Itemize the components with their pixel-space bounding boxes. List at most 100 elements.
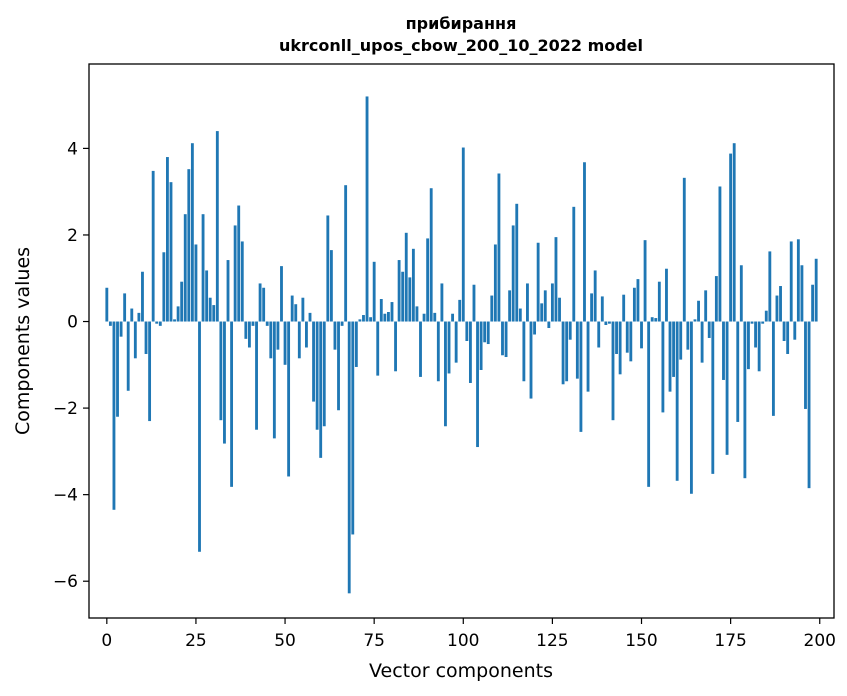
bar-109 (493, 244, 497, 322)
bar-70 (354, 321, 358, 367)
bar-15 (158, 321, 162, 326)
bar-33 (223, 321, 226, 444)
bar-144 (618, 321, 622, 375)
bar-147 (629, 321, 633, 362)
bar-1 (108, 321, 112, 326)
bar-52 (290, 295, 294, 322)
bar-34 (226, 260, 230, 322)
bar-187 (771, 321, 775, 416)
bar-118 (526, 283, 529, 322)
bar-2 (112, 321, 116, 510)
bar-181 (750, 321, 754, 324)
bar-146 (625, 321, 629, 353)
bar-153 (650, 317, 654, 322)
bar-80 (390, 302, 394, 322)
bar-162 (682, 177, 686, 322)
bar-39 (244, 321, 248, 339)
bar-40 (247, 321, 251, 348)
bar-46 (269, 321, 273, 359)
bar-8 (133, 321, 137, 359)
bar-137 (593, 270, 597, 322)
bar-177 (736, 321, 740, 422)
bar-93 (436, 321, 440, 382)
bar-121 (536, 242, 540, 322)
bar-41 (251, 321, 255, 326)
y-tick-label: 0 (67, 313, 78, 333)
bar-192 (789, 241, 793, 322)
bar-154 (654, 318, 658, 322)
x-tick-label: 75 (363, 631, 385, 651)
bar-18 (169, 182, 173, 322)
bar-167 (700, 321, 704, 363)
bar-91 (429, 188, 433, 322)
bar-63 (329, 250, 333, 322)
bar-48 (276, 321, 280, 350)
bar-185 (764, 310, 768, 322)
bar-6 (126, 321, 130, 391)
bar-115 (515, 203, 519, 322)
bar-98 (454, 321, 458, 363)
bar-128 (561, 321, 565, 385)
bar-85 (408, 277, 412, 322)
bar-178 (739, 265, 743, 322)
bar-90 (426, 238, 430, 322)
bar-55 (301, 297, 305, 322)
y-axis: −6 −4 −2 0 2 4 (53, 139, 89, 592)
bar-13 (151, 170, 155, 322)
bar-78 (383, 313, 387, 322)
bar-180 (747, 321, 750, 370)
bar-163 (686, 321, 690, 350)
bar-86 (411, 248, 415, 322)
bar-123 (543, 290, 547, 322)
bar-38 (240, 241, 244, 322)
bar-175 (729, 153, 733, 322)
bar-164 (689, 321, 693, 494)
bar-172 (718, 186, 722, 322)
bar-125 (550, 283, 554, 322)
x-axis: 0 25 50 75 100 125 150 175 200 (101, 618, 836, 651)
x-tick-label: 25 (185, 631, 207, 651)
bar-149 (636, 279, 640, 322)
bar-157 (665, 268, 668, 322)
bar-32 (219, 321, 223, 421)
bar-174 (725, 321, 729, 455)
bar-11 (144, 321, 148, 354)
bar-30 (212, 305, 216, 322)
bar-107 (486, 321, 490, 345)
bar-50 (283, 321, 287, 365)
bar-143 (615, 321, 618, 354)
x-tick-label: 175 (714, 631, 746, 651)
bar-113 (508, 290, 512, 322)
bar-170 (711, 321, 715, 474)
bar-183 (757, 321, 761, 372)
bar-106 (483, 321, 487, 343)
bar-156 (661, 321, 665, 413)
y-tick-label: 4 (67, 139, 78, 159)
bar-136 (590, 293, 594, 322)
bar-122 (540, 303, 544, 322)
bar-62 (326, 215, 330, 322)
bar-17 (166, 157, 169, 322)
bar-102 (468, 321, 472, 383)
bar-196 (804, 321, 807, 409)
bar-110 (497, 173, 501, 322)
bar-28 (205, 270, 209, 322)
x-tick-label: 150 (625, 631, 657, 651)
bar-83 (401, 271, 405, 322)
bar-184 (761, 321, 765, 324)
bar-72 (362, 315, 365, 322)
bar-142 (611, 321, 615, 421)
bar-161 (679, 321, 683, 360)
bar-69 (351, 321, 355, 535)
bar-151 (643, 240, 647, 322)
bar-194 (796, 239, 800, 322)
bar-22 (183, 214, 187, 322)
bar-152 (647, 321, 651, 487)
bar-193 (793, 321, 797, 340)
bar-12 (148, 321, 152, 422)
bar-126 (554, 237, 558, 322)
bar-77 (379, 299, 383, 322)
bar-131 (572, 206, 576, 322)
